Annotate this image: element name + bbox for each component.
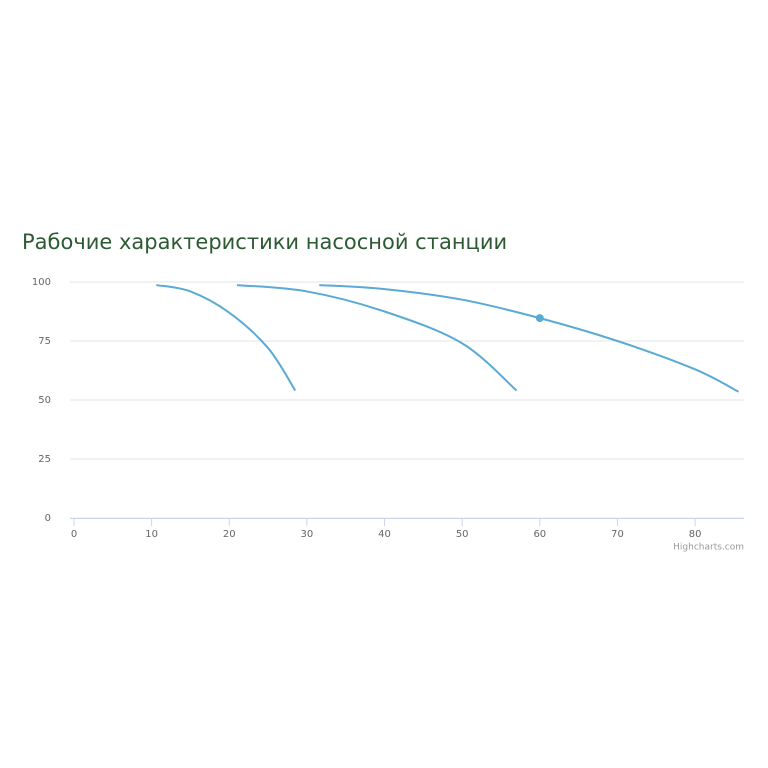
hover-marker xyxy=(535,314,544,323)
y-tick-label: 25 xyxy=(38,454,51,465)
series-line xyxy=(319,284,740,393)
x-tick-label: 70 xyxy=(611,529,624,540)
y-tick-label: 100 xyxy=(32,277,51,288)
y-tick-label: 0 xyxy=(45,513,51,524)
credits[interactable]: Highcharts.com xyxy=(673,543,744,553)
x-tick-label: 0 xyxy=(71,529,77,540)
x-tick-label: 30 xyxy=(301,529,314,540)
x-tick-label: 60 xyxy=(533,529,546,540)
x-tick-label: 10 xyxy=(145,529,158,540)
series-line xyxy=(156,284,297,392)
x-tick-label: 20 xyxy=(223,529,236,540)
x-tick-label: 50 xyxy=(456,529,469,540)
chart-title: Рабочие характеристики насосной станции xyxy=(22,230,507,254)
series-line xyxy=(236,284,518,392)
y-tick-label: 75 xyxy=(38,336,51,347)
x-tick-label: 40 xyxy=(378,529,391,540)
x-tick-label: 80 xyxy=(689,529,702,540)
y-tick-label: 50 xyxy=(38,395,51,406)
